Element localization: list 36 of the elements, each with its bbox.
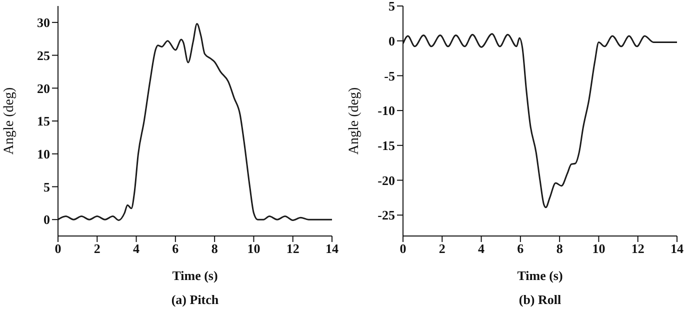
y-tick-label: 5 <box>44 179 50 194</box>
x-tick-label: 0 <box>54 241 62 256</box>
y-tick-label: 25 <box>37 48 50 63</box>
x-tick-label: 12 <box>631 241 644 256</box>
y-tick-label: 0 <box>44 212 50 228</box>
y-tick-label: -5 <box>384 68 396 84</box>
x-tick-label: 10 <box>247 241 260 256</box>
y-axis-title: Angle (deg) <box>2 87 17 155</box>
x-axis-title: Time (s) <box>517 268 563 283</box>
y-tick-label: -10 <box>378 103 395 118</box>
x-tick-label: 0 <box>400 241 406 256</box>
y-tick-label: 0 <box>388 33 395 48</box>
text: (a) Pitch <box>170 292 220 308</box>
x-tick-label: 6 <box>172 241 180 256</box>
x-axis-title: Time (s) <box>172 268 218 283</box>
y-tick-label: 5 <box>388 0 396 14</box>
y-tick-label: 20 <box>37 80 50 96</box>
y-tick-label: -20 <box>378 172 395 188</box>
x-tick-label: 2 <box>94 241 100 256</box>
y-tick-label: -25 <box>378 208 396 223</box>
text: (b) Roll <box>518 292 562 308</box>
x-tick-label: 10 <box>592 241 606 256</box>
x-tick-label: 2 <box>438 241 446 256</box>
y-axis-title: Angle (deg) <box>346 87 362 155</box>
x-tick-label: 14 <box>670 241 684 256</box>
x-tick-label: 12 <box>286 241 300 256</box>
x-tick-label: 4 <box>133 241 140 256</box>
x-tick-label: 8 <box>211 241 218 256</box>
x-tick-label: 14 <box>326 241 339 256</box>
y-tick-label: 30 <box>37 15 50 30</box>
x-tick-label: 8 <box>556 241 564 256</box>
y-tick-label: 15 <box>37 114 50 129</box>
y-tick-label: -15 <box>378 138 396 154</box>
y-tick-label: 10 <box>37 146 50 162</box>
x-tick-label: 6 <box>517 241 524 256</box>
x-tick-label: 4 <box>478 241 486 256</box>
